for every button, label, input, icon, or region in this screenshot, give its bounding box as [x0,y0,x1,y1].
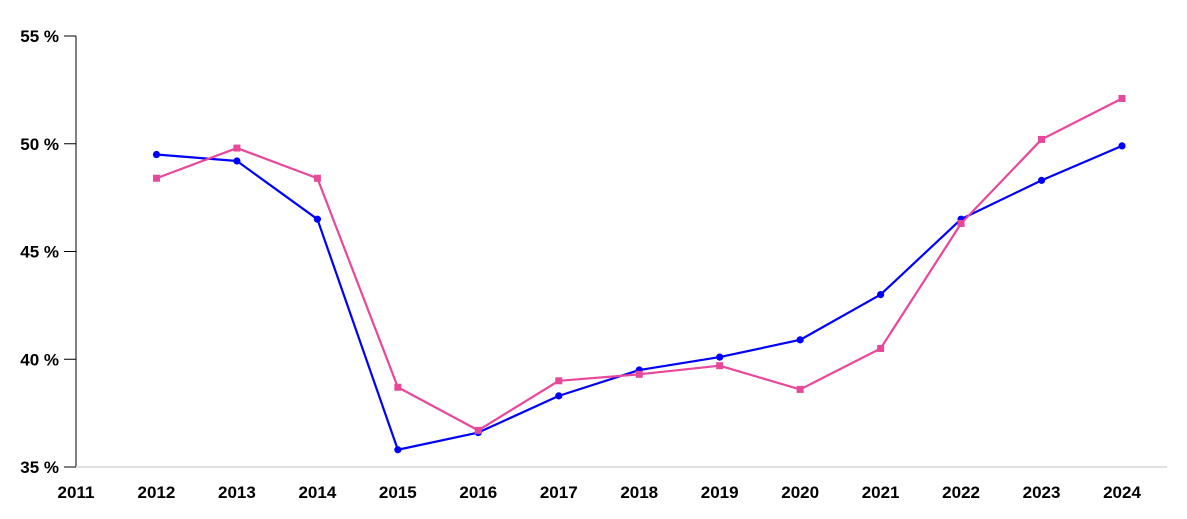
x-tick-label: 2016 [459,483,497,502]
x-tick-label: 2013 [218,483,256,502]
x-axis: 2011 2012 2013 2014 2015 2016 2017 2018 2019 2020… [58,466,1167,502]
x-tick-label: 2015 [379,483,417,502]
data-point [635,370,643,378]
data-point [1038,135,1046,143]
data-point [394,446,402,454]
data-point [957,219,965,227]
data-point [233,157,241,165]
series-line [156,144,1123,451]
y-tick-label: 40 % [20,350,59,369]
data-point [716,353,724,361]
x-tick-label: 2018 [620,483,658,502]
series-2 [152,94,1126,434]
x-tick-label: 2022 [942,483,980,502]
x-tick-label: 2011 [58,483,95,502]
data-point [1037,176,1046,184]
data-point [877,291,885,299]
data-point [152,150,161,159]
y-axis: 35 % 40 % 45 % 50 % 55 % [20,27,77,477]
data-point [233,144,241,152]
data-point [555,377,563,385]
data-point [555,392,563,400]
series-1 [152,142,1126,454]
series-line [156,97,1123,432]
data-point [313,215,321,223]
data-point [877,344,885,352]
x-tick-label: 2021 [862,483,900,502]
series-layer [152,94,1126,454]
y-tick-label: 55 % [20,27,59,46]
y-tick-label: 45 % [20,243,59,262]
x-tick-label: 2023 [1023,483,1061,502]
data-point [313,174,321,182]
data-point [796,385,804,393]
x-tick-label: 2017 [540,483,578,502]
x-tick-label: 2024 [1103,483,1141,502]
y-tick-label: 50 % [20,135,59,154]
data-point [716,362,724,370]
data-point [1118,94,1126,102]
data-point [1118,142,1126,150]
x-tick-label: 2012 [138,483,176,502]
x-tick-label: 2019 [701,483,739,502]
x-tick-label: 2020 [781,483,819,502]
data-point [796,336,804,344]
data-point [152,174,160,182]
y-tick-label: 35 % [20,458,59,477]
x-tick-label: 2014 [298,483,336,502]
data-point [474,426,482,434]
data-point [394,383,402,391]
